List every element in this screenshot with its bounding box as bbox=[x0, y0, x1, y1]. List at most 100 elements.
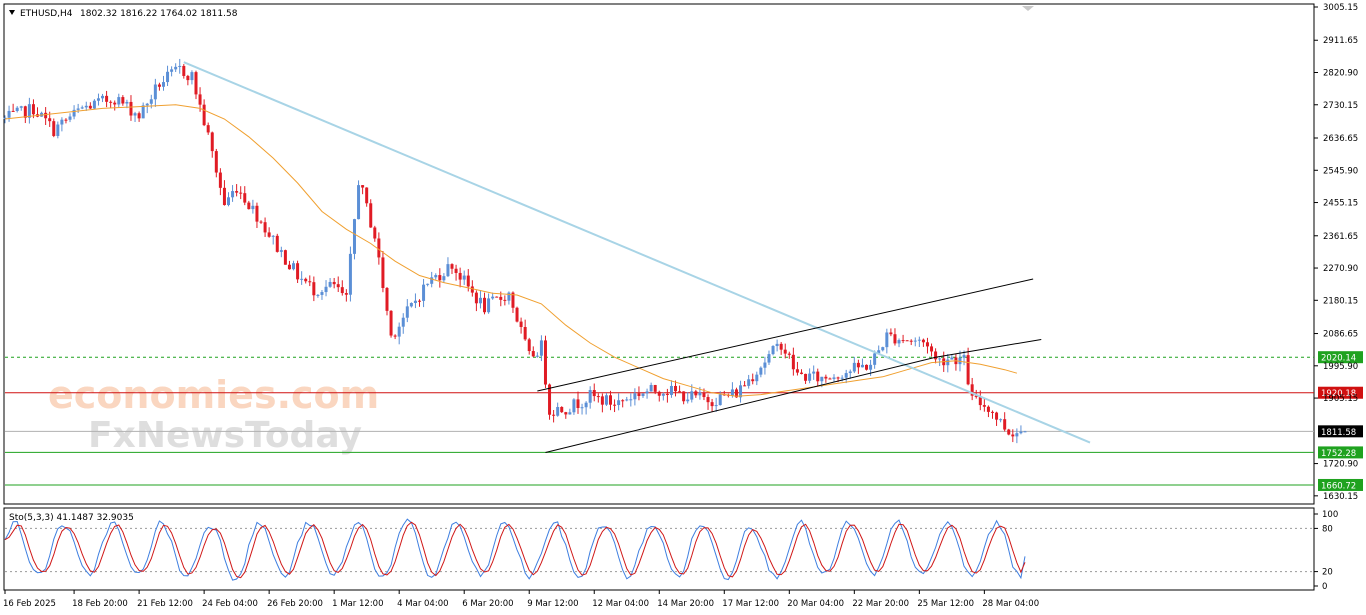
candle-body bbox=[930, 346, 934, 352]
shift-marker-icon[interactable] bbox=[1022, 6, 1034, 11]
candle-body bbox=[519, 321, 523, 328]
candle-body bbox=[751, 379, 755, 382]
candle-body bbox=[251, 205, 255, 210]
candle-body bbox=[877, 350, 881, 354]
candle-body bbox=[661, 393, 665, 396]
candle-body bbox=[869, 364, 873, 370]
candle-body bbox=[974, 395, 978, 397]
candle-body bbox=[166, 71, 170, 83]
candle-body bbox=[657, 391, 661, 396]
candle-body bbox=[637, 393, 641, 397]
candle-body bbox=[332, 281, 336, 285]
x-tick-label: 28 Mar 04:00 bbox=[982, 599, 1039, 609]
trendlines bbox=[183, 61, 1091, 454]
watermark-fxnewstoday: FxNewsToday bbox=[88, 415, 362, 456]
watermark-economies: economies.com bbox=[48, 373, 379, 417]
candle-body bbox=[873, 353, 877, 365]
candle-body bbox=[304, 278, 308, 282]
candle-body bbox=[470, 286, 474, 293]
candle-body bbox=[1003, 419, 1007, 430]
candle-body bbox=[336, 284, 340, 288]
symbol-dropdown-icon[interactable] bbox=[9, 10, 15, 15]
candle-body bbox=[946, 359, 950, 366]
candle-body bbox=[194, 72, 198, 95]
candle-body bbox=[600, 396, 604, 405]
candle-body bbox=[921, 339, 925, 343]
candle-body bbox=[385, 287, 389, 311]
price-pane-frame bbox=[3, 3, 1315, 505]
y-tick-label: 2545.90 bbox=[1323, 166, 1358, 176]
price-pane: ETHUSD,H4 1802.32 1816.22 1764.02 1811.5… bbox=[3, 3, 1315, 505]
candle-body bbox=[645, 391, 649, 394]
candle-body bbox=[808, 373, 812, 381]
descending-trendline-line bbox=[183, 61, 1091, 444]
candle-body bbox=[730, 389, 734, 396]
candle-body bbox=[836, 377, 840, 379]
candle-body bbox=[491, 296, 495, 299]
candle-body bbox=[348, 253, 352, 295]
candle-body bbox=[109, 101, 113, 103]
candle-body bbox=[243, 193, 247, 203]
candle-body bbox=[678, 391, 682, 393]
candle-body bbox=[15, 107, 19, 111]
candle-body bbox=[56, 124, 60, 136]
level-tag-label: 2020.14 bbox=[1321, 354, 1356, 364]
candle-body bbox=[552, 414, 556, 416]
candle-body bbox=[515, 307, 519, 322]
candle-body bbox=[19, 106, 23, 108]
candle-body bbox=[824, 376, 828, 379]
candle-body bbox=[105, 95, 109, 102]
candle-body bbox=[271, 235, 275, 237]
x-tick-label: 14 Mar 20:00 bbox=[657, 599, 714, 609]
candle-body bbox=[316, 294, 320, 296]
candle-body bbox=[401, 317, 405, 327]
candle-body bbox=[852, 362, 856, 372]
candle-body bbox=[625, 399, 629, 401]
candle-body bbox=[934, 351, 938, 360]
x-tick-label: 20 Mar 04:00 bbox=[787, 599, 844, 609]
candle-body bbox=[466, 275, 470, 287]
candle-body bbox=[377, 238, 381, 258]
candle-body bbox=[799, 372, 803, 374]
candle-body bbox=[235, 191, 239, 193]
candle-body bbox=[393, 335, 397, 337]
y-tick-label: 2361.65 bbox=[1323, 232, 1358, 242]
candle-body bbox=[279, 250, 283, 252]
candle-body bbox=[137, 113, 141, 119]
x-tick-label: 12 Mar 04:00 bbox=[592, 599, 649, 609]
candle-body bbox=[556, 407, 560, 416]
candle-body bbox=[649, 384, 653, 392]
candle-body bbox=[560, 407, 564, 413]
candle-body bbox=[405, 306, 409, 318]
candle-body bbox=[832, 377, 836, 379]
candle-body bbox=[446, 264, 450, 277]
level-tag-label: 1811.58 bbox=[1321, 428, 1356, 438]
stochastic-main-line bbox=[4, 518, 1026, 581]
candle-body bbox=[218, 172, 222, 188]
candle-body bbox=[149, 99, 153, 104]
x-tick-label: 16 Feb 2025 bbox=[3, 599, 56, 609]
candle-body bbox=[734, 389, 738, 398]
candle-body bbox=[568, 412, 572, 415]
candle-body bbox=[694, 391, 698, 396]
candle-body bbox=[64, 119, 68, 121]
x-tick-label: 17 Mar 12:00 bbox=[722, 599, 779, 609]
candle-body bbox=[52, 121, 56, 136]
stochastic-axis: 100 80 20 0 bbox=[1314, 510, 1338, 592]
candle-body bbox=[263, 222, 267, 233]
x-tick-label: 18 Feb 20:00 bbox=[72, 599, 128, 609]
candle-body bbox=[344, 293, 348, 295]
candle-body bbox=[548, 384, 552, 415]
candle-body bbox=[182, 65, 186, 76]
candle-body bbox=[543, 340, 547, 385]
time-axis: 16 Feb 2025 18 Feb 20:00 21 Feb 12:00 24 Fe… bbox=[3, 590, 1039, 609]
candle-body bbox=[153, 84, 157, 100]
candle-body bbox=[535, 355, 539, 357]
candle-body bbox=[121, 97, 125, 104]
candle-body bbox=[287, 264, 291, 270]
candle-body bbox=[755, 374, 759, 382]
candle-body bbox=[283, 250, 287, 265]
candle-body bbox=[511, 292, 515, 308]
